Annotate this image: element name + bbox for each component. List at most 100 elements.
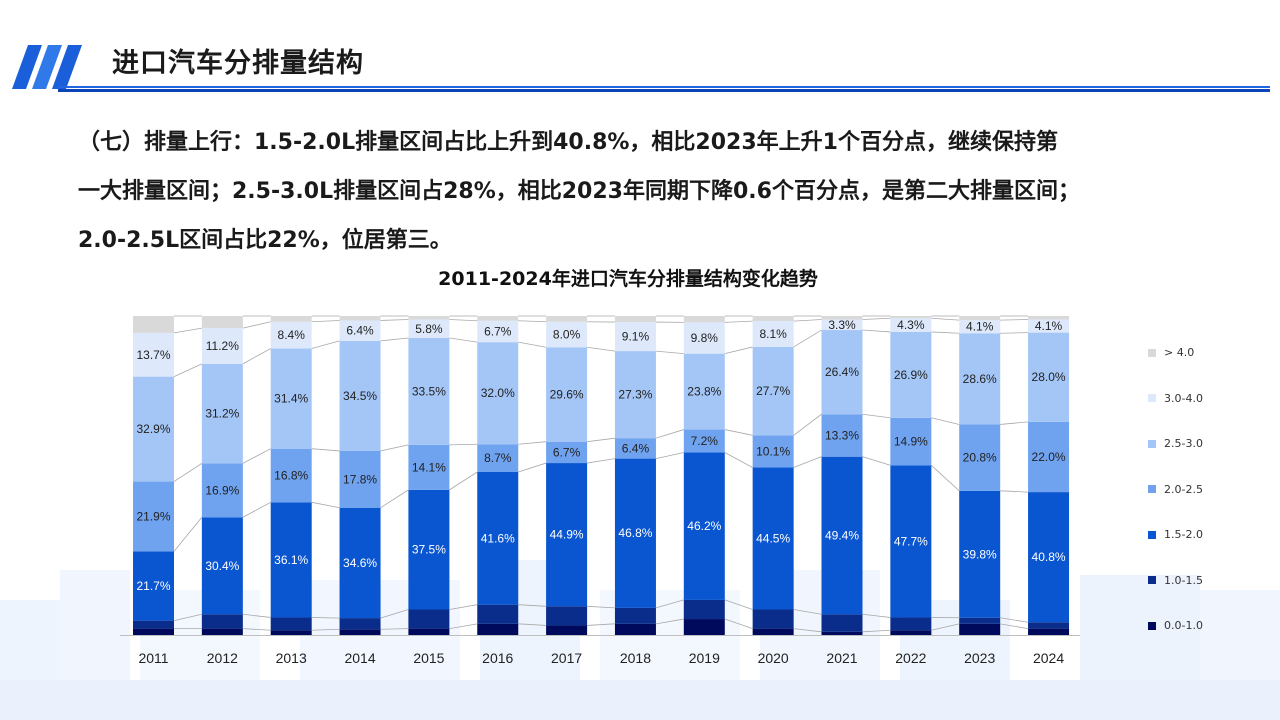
series-connector-line <box>862 456 891 466</box>
bar-segment <box>1028 628 1070 635</box>
legend-item: > 4.0 <box>1148 330 1258 376</box>
series-connector-line <box>655 618 684 625</box>
bar-segment <box>339 618 381 630</box>
series-connector-line <box>518 320 547 323</box>
series-connector-line <box>518 441 547 445</box>
legend-swatch <box>1148 576 1156 585</box>
bar-segment <box>339 320 381 341</box>
bar-segment <box>546 463 588 607</box>
series-connector-line <box>449 337 478 343</box>
bar-segment <box>752 628 794 635</box>
bar-segment <box>959 333 1001 425</box>
bar-segment <box>752 316 794 322</box>
header-stripes-icon <box>12 45 82 89</box>
x-tick-label: 2015 <box>413 650 444 666</box>
bar-segment <box>614 607 656 624</box>
series-connector-line <box>518 462 547 473</box>
series-connector-line <box>518 604 547 607</box>
series-connector-line <box>862 329 891 333</box>
data-label: 31.2% <box>205 407 239 421</box>
bar-segment <box>959 316 1001 321</box>
x-tick-label: 2018 <box>620 650 651 666</box>
series-connector-line <box>931 417 960 425</box>
series-connector-line <box>242 613 271 618</box>
bar-segment <box>339 629 381 635</box>
bar-segment <box>683 429 725 453</box>
bar-segment <box>890 465 932 618</box>
bar-segment <box>683 353 725 430</box>
bar-segment <box>133 481 174 552</box>
legend-swatch <box>1148 530 1156 539</box>
data-label: 32.0% <box>481 386 515 400</box>
series-connector-line <box>173 613 202 622</box>
summary-text: （七）排量上行：1.5-2.0L排量区间占比上升到40.8%，相比2023年上升… <box>78 118 1228 265</box>
bar-segment <box>752 609 794 629</box>
series-connector-line <box>449 319 478 322</box>
series-connector-line <box>724 599 753 610</box>
bar-segment <box>477 342 519 445</box>
bar-segment <box>339 340 381 451</box>
data-label: 6.4% <box>346 324 374 338</box>
series-connector-line <box>242 321 271 329</box>
data-label: 13.7% <box>136 348 170 362</box>
legend-label: 2.0-2.5 <box>1164 482 1203 496</box>
legend-swatch <box>1148 621 1156 630</box>
legend-label: 2.5-3.0 <box>1164 437 1203 451</box>
bar-segment <box>201 328 243 364</box>
series-connector-line <box>311 501 340 509</box>
data-label: 14.9% <box>894 435 928 449</box>
bar-segment <box>408 489 450 610</box>
series-connector-line <box>1000 421 1029 425</box>
bar-segment <box>408 316 450 320</box>
bar-segment <box>546 316 588 322</box>
series-connector-line <box>173 463 203 482</box>
x-tick-label: 2022 <box>895 650 926 666</box>
bar-segment <box>408 319 450 339</box>
series-connector-line <box>724 429 753 436</box>
legend-item: 2.5-3.0 <box>1148 421 1258 467</box>
bar-segment <box>614 316 656 323</box>
bar-segment <box>477 320 519 343</box>
bar-segment <box>546 321 588 348</box>
series-connector-line <box>380 628 409 630</box>
data-label: 7.2% <box>691 434 719 448</box>
bar-segment <box>614 322 656 352</box>
data-label: 44.5% <box>756 532 790 546</box>
bar-segment <box>546 441 588 464</box>
legend-swatch <box>1148 394 1156 403</box>
data-label: 34.5% <box>343 389 377 403</box>
bar-segment <box>201 463 243 518</box>
series-connector-line <box>931 317 960 321</box>
series-connector-line <box>587 623 615 626</box>
series-connector-line <box>655 350 684 355</box>
series-connector-line <box>862 629 891 633</box>
series-connector-line <box>242 628 271 631</box>
legend-label: 3.0-4.0 <box>1164 391 1203 405</box>
series-connector-line <box>311 448 340 452</box>
legend-label: 1.5-2.0 <box>1164 528 1203 542</box>
series-connector-line <box>931 331 960 334</box>
data-label: 23.8% <box>687 385 721 399</box>
bar-segment <box>752 467 794 610</box>
data-label: 8.1% <box>759 327 787 341</box>
series-connector-line <box>449 604 478 610</box>
series-connector-line <box>242 501 271 518</box>
bar-segment <box>1028 319 1070 333</box>
data-label: 4.1% <box>1035 319 1063 333</box>
series-connector-line <box>449 623 478 630</box>
series-connector-line <box>311 320 340 323</box>
series-connector-line <box>793 628 822 633</box>
data-label: 6.4% <box>622 441 650 455</box>
data-label: 31.4% <box>274 392 308 406</box>
series-connector-line <box>380 489 409 509</box>
bar-segment <box>614 623 656 635</box>
legend-item: 1.0-1.5 <box>1148 558 1258 604</box>
series-connector-line <box>242 448 271 464</box>
x-tick-label: 2012 <box>207 650 238 666</box>
series-connector-line <box>793 413 822 436</box>
series-connector-line <box>242 348 271 365</box>
bar-segment <box>821 414 863 457</box>
legend-item: 3.0-4.0 <box>1148 376 1258 422</box>
legend-item: 0.0-1.0 <box>1148 603 1258 649</box>
bar-segment <box>270 348 312 449</box>
